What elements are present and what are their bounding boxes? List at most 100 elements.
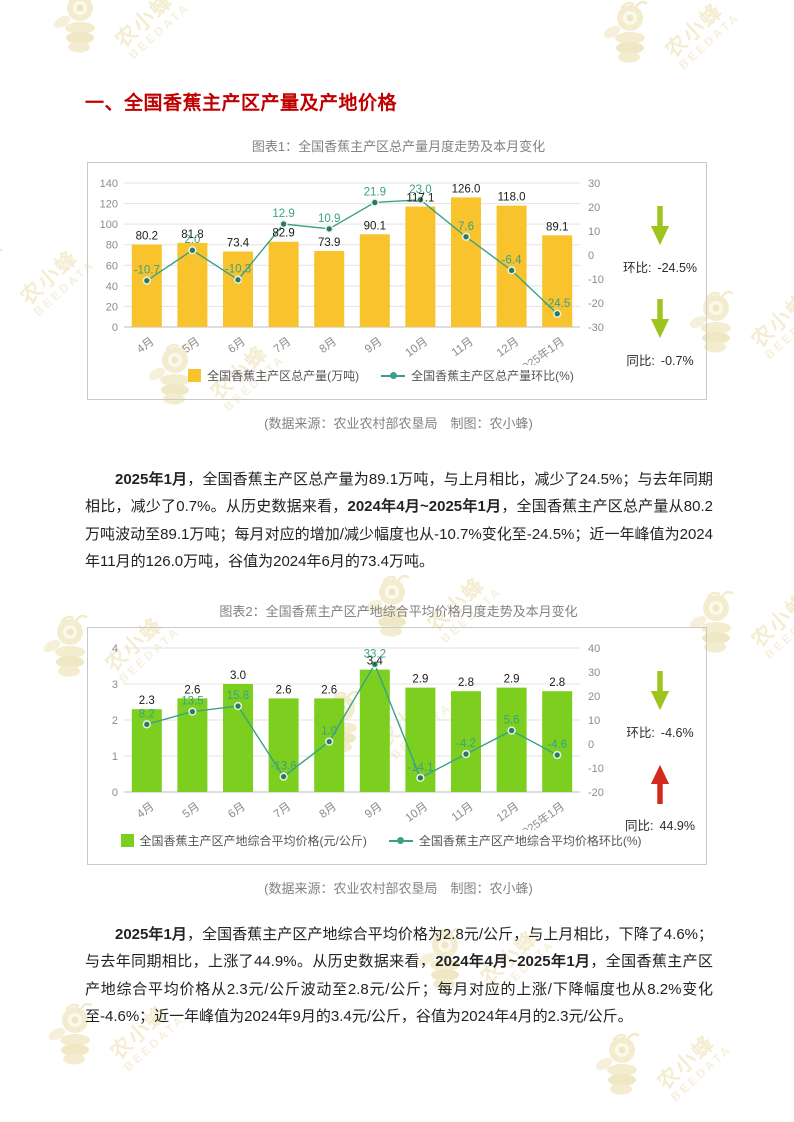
yoy-change-row: 同比: -0.7% [626, 350, 693, 369]
svg-text:11月: 11月 [450, 336, 476, 359]
svg-text:20: 20 [106, 301, 118, 313]
chart1-block: 图表1：全国香蕉主产区总产量月度走势及本月变化 0 20 40 60 80 100 120 1… [85, 136, 712, 432]
legend-item-mom: 全国香蕉主产区产地综合平均价格环比(%) [388, 832, 642, 849]
svg-text:120: 120 [100, 199, 118, 211]
chart1-canvas: 0 20 40 60 80 100 120 140 -30 -20 -10 0 10 20 30 80.2 -1… [100, 178, 604, 365]
svg-text:2025年1月: 2025年1月 [514, 799, 567, 830]
bee-logo-watermark-icon [595, 1032, 640, 1095]
svg-text:33.2: 33.2 [364, 649, 386, 661]
svg-text:2.8: 2.8 [549, 677, 565, 689]
yoy-label: 同比: [626, 354, 655, 368]
svg-text:100: 100 [100, 219, 118, 231]
svg-text:2.8: 2.8 [458, 677, 474, 689]
svg-text:126.0: 126.0 [452, 183, 481, 195]
chart2-source: (数据来源：农业农村部农垦局 制图：农小蜂) [264, 881, 533, 897]
svg-text:40: 40 [106, 281, 118, 293]
mom-value: -24.5% [657, 261, 698, 275]
svg-text:2.6: 2.6 [184, 685, 200, 697]
svg-text:7月: 7月 [272, 801, 294, 821]
svg-text:40: 40 [588, 643, 600, 655]
svg-text:12.9: 12.9 [272, 208, 294, 220]
svg-text:81.8: 81.8 [181, 229, 203, 241]
bar-swatch-icon [188, 369, 202, 382]
chart2-canvas: 01234-20-100102030402.38.22.613.53.015.8… [112, 643, 604, 830]
chart2-block: 图表2：全国香蕉主产区产地综合平均价格月度走势及本月变化 0 1 2 3 4 -20 -10… [85, 601, 712, 897]
svg-text:7.6: 7.6 [458, 221, 474, 233]
legend-label: 全国香蕉主产区产地综合平均价格(元/公斤) [139, 834, 367, 849]
svg-text:12月: 12月 [495, 801, 522, 825]
svg-text:0: 0 [112, 322, 118, 334]
svg-text:4: 4 [112, 643, 118, 655]
svg-text:118.0: 118.0 [498, 192, 526, 204]
svg-text:-10.3: -10.3 [225, 264, 251, 276]
svg-text:117.1: 117.1 [406, 193, 434, 205]
chart1-box: 0 20 40 60 80 100 120 140 -30 -20 -10 0 10 20 30 80.2 -1… [87, 162, 707, 400]
svg-text:2.9: 2.9 [412, 674, 428, 686]
legend-item-mom: 全国香蕉主产区总产量环比(%) [381, 367, 574, 384]
down-arrow-icon [650, 299, 670, 339]
svg-text:73.9: 73.9 [318, 237, 340, 249]
svg-text:82.9: 82.9 [272, 228, 294, 240]
svg-text:-4.2: -4.2 [456, 738, 476, 750]
line-swatch-icon [381, 372, 406, 379]
yoy-value: 44.9% [659, 819, 695, 834]
legend-item-price: 全国香蕉主产区产地综合平均价格(元/公斤) [120, 832, 367, 849]
svg-text:80.2: 80.2 [136, 231, 158, 243]
svg-text:1: 1 [112, 751, 118, 763]
svg-text:-13.6: -13.6 [270, 761, 296, 773]
svg-text:9月: 9月 [363, 801, 385, 821]
chart2-main: 0 1 2 3 4 -20 -10 0 10 20 30 40 2.3 8.2 2.6 13.5 3.0 15.8… [88, 628, 642, 864]
svg-text:30: 30 [588, 178, 600, 190]
chart1-main: 0 20 40 60 80 100 120 140 -30 -20 -10 0 10 20 30 80.2 -1… [88, 163, 614, 399]
svg-text:13.5: 13.5 [181, 696, 203, 708]
svg-text:10: 10 [588, 226, 600, 238]
svg-text:9月: 9月 [363, 336, 385, 356]
chart2-side-panel: 环比: -4.6% 同比: 44.9% [614, 628, 706, 864]
svg-text:23.0: 23.0 [409, 184, 431, 196]
svg-text:8月: 8月 [317, 336, 339, 356]
svg-text:90.1: 90.1 [364, 220, 386, 232]
svg-text:-20: -20 [588, 787, 604, 799]
svg-text:3.4: 3.4 [367, 656, 384, 668]
svg-text:20: 20 [588, 202, 600, 214]
yoy-value: -0.7% [660, 354, 694, 368]
mom-change-row: 环比: -24.5% [623, 257, 697, 276]
legend-item-production: 全国香蕉主产区总产量(万吨) [188, 367, 359, 384]
legend-label: 全国香蕉主产区总产量(万吨) [207, 369, 360, 383]
svg-text:21.9: 21.9 [364, 186, 386, 198]
chart1-title: 图表1：全国香蕉主产区总产量月度走势及本月变化 [251, 139, 546, 154]
chart2-box: 0 1 2 3 4 -20 -10 0 10 20 30 40 2.3 8.2 2.6 13.5 3.0 15.8… [87, 627, 707, 866]
bar-swatch-icon [120, 834, 134, 848]
mom-label: 环比: [622, 261, 652, 275]
chart1-side-panel: 环比: -24.5% 同比: -0.7% [614, 163, 706, 399]
svg-text:3.0: 3.0 [230, 670, 246, 682]
svg-text:10月: 10月 [403, 336, 430, 360]
svg-text:6月: 6月 [226, 801, 248, 821]
svg-text:80: 80 [106, 240, 118, 252]
svg-text:-20: -20 [588, 298, 604, 310]
svg-text:2.0: 2.0 [184, 234, 200, 246]
svg-text:6月: 6月 [226, 336, 248, 356]
legend-label: 全国香蕉主产区产地综合平均价格环比(%) [418, 834, 642, 849]
chart2-legend: 全国香蕉主产区产地综合平均价格(元/公斤) 全国香蕉主产区产地综合平均价格环比(… [118, 832, 644, 849]
down-arrow-icon [650, 206, 670, 246]
svg-text:10.9: 10.9 [318, 213, 340, 225]
svg-text:8月: 8月 [317, 801, 339, 821]
svg-text:-30: -30 [588, 322, 604, 334]
svg-text:0: 0 [112, 787, 118, 799]
svg-text:-14.1: -14.1 [407, 762, 433, 774]
svg-text:-24.5: -24.5 [544, 298, 570, 310]
svg-text:15.8: 15.8 [227, 690, 249, 702]
svg-text:5月: 5月 [181, 801, 203, 821]
line-swatch-icon [388, 837, 413, 845]
analysis-paragraph-price: 2025年1月，全国香蕉主产区产地综合平均价格为2.8元/公斤，与上月相比，下降… [85, 926, 713, 1026]
svg-text:2.9: 2.9 [504, 674, 520, 686]
svg-text:4月: 4月 [135, 801, 157, 821]
svg-text:10: 10 [588, 715, 600, 727]
mom-value: -4.6% [660, 726, 694, 741]
svg-text:2.6: 2.6 [321, 685, 337, 697]
svg-text:10月: 10月 [403, 801, 430, 825]
svg-text:4月: 4月 [135, 336, 157, 356]
